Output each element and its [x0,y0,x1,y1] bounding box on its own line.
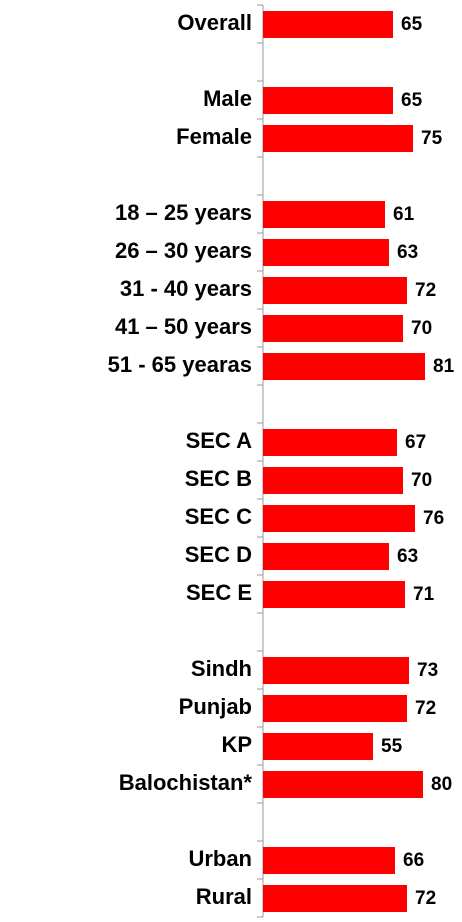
value-label: 71 [413,584,435,605]
value-label: 70 [411,318,432,339]
value-label: 76 [423,508,444,529]
bar [263,315,403,342]
category-label: Urban [188,846,252,871]
bar [263,429,397,456]
bar [263,87,393,114]
category-label: SEC A [186,428,253,453]
value-label: 80 [431,774,452,795]
value-label: 75 [421,128,443,149]
bar [263,277,407,304]
bar [263,11,393,38]
category-label: Sindh [191,656,252,681]
category-label: SEC D [185,542,252,567]
bar [263,543,389,570]
value-label: 55 [381,736,403,757]
category-label: 41 – 50 years [115,314,252,339]
category-label: 31 - 40 years [120,276,252,301]
value-label: 63 [397,546,418,567]
value-label: 63 [397,242,418,263]
category-label: KP [221,732,252,757]
category-label: 26 – 30 years [115,238,252,263]
value-label: 61 [393,204,415,225]
bar [263,847,395,874]
value-label: 73 [417,660,438,681]
bar [263,733,373,760]
value-label: 72 [415,698,436,719]
category-label: Punjab [179,694,252,719]
bar [263,505,415,532]
value-label: 81 [433,356,455,377]
bar [263,581,405,608]
value-label: 70 [411,470,432,491]
value-label: 65 [401,14,423,35]
category-label: SEC C [185,504,252,529]
value-label: 67 [405,432,426,453]
value-label: 72 [415,280,436,301]
category-label: Female [176,124,252,149]
value-label: 65 [401,90,423,111]
bar [263,657,409,684]
category-label: 51 - 65 yearas [108,352,252,377]
value-label: 72 [415,888,436,909]
bar [263,353,425,380]
category-label: Balochistan* [119,770,253,795]
category-label: Rural [196,884,252,909]
bar [263,125,413,152]
value-label: 66 [403,850,424,871]
category-label: 18 – 25 years [115,200,252,225]
category-label: Male [203,86,252,111]
category-label: SEC B [185,466,252,491]
bar [263,239,389,266]
bar [263,695,407,722]
category-label: Overall [177,10,252,35]
bar [263,771,423,798]
bar [263,467,403,494]
bar [263,201,385,228]
bar [263,885,407,912]
category-label: SEC E [186,580,252,605]
